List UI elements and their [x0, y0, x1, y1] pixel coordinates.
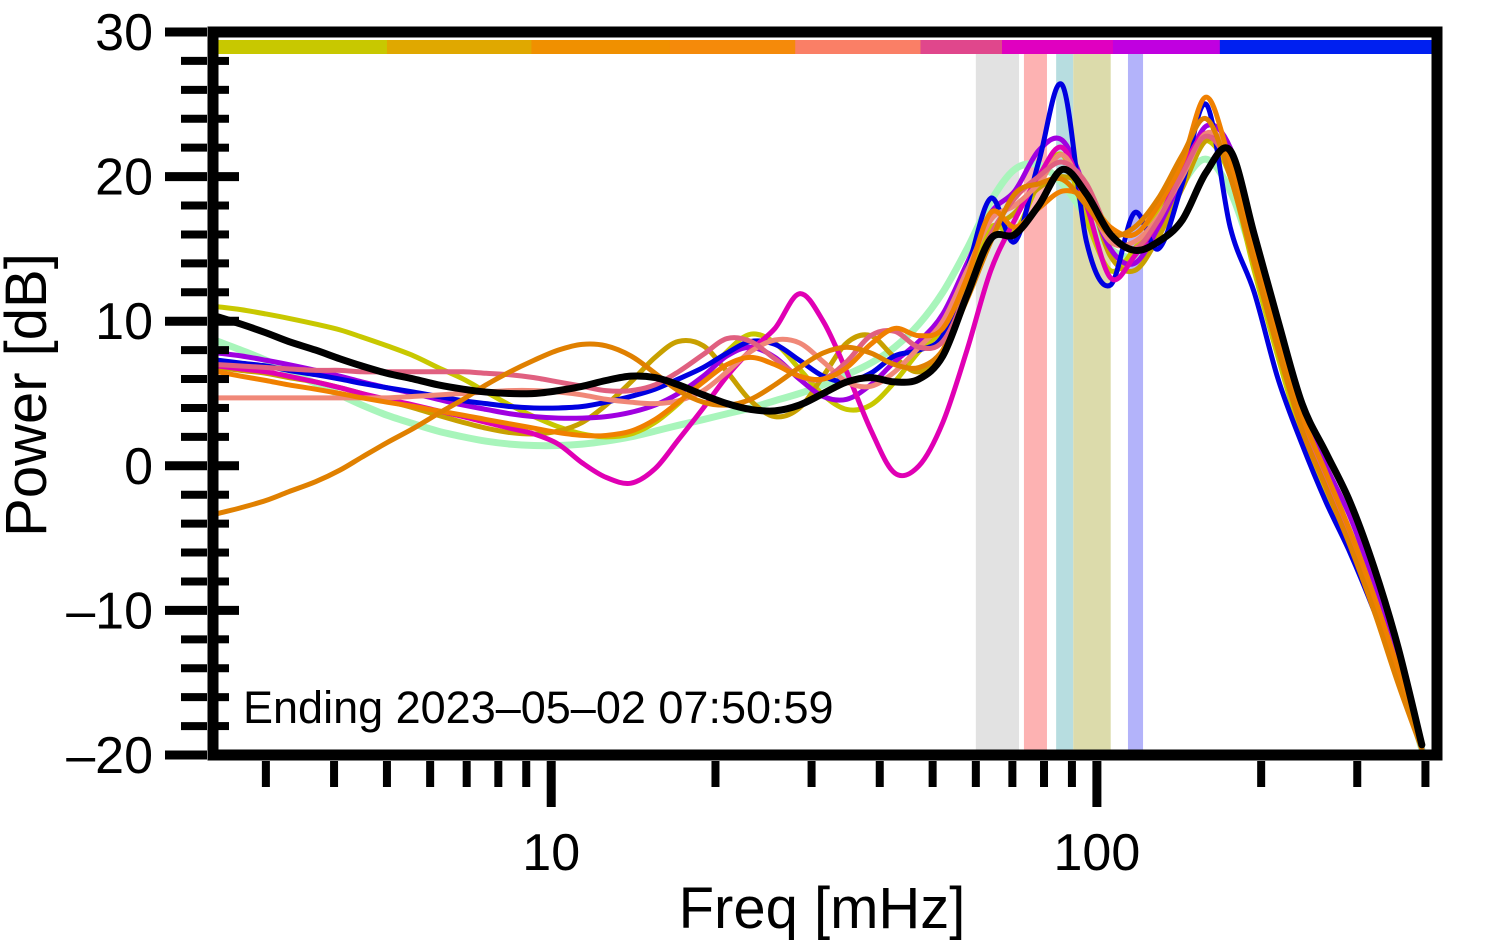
colorbar-segment-1 [386, 40, 533, 54]
band-khaki [1073, 52, 1111, 755]
colorbar-segment-4 [795, 40, 922, 54]
band-periwinkle [1127, 52, 1144, 755]
colorbar-layer [213, 40, 1438, 54]
curve-spectrum-orange-b [215, 116, 1425, 752]
colorbar-segment-5 [920, 40, 1003, 54]
colorbar-segment-3 [669, 40, 797, 54]
y-tick-label: –20 [66, 727, 153, 785]
band-gray [975, 52, 1020, 755]
y-tick-label: 10 [95, 293, 153, 351]
x-axis-label: Freq [mHz] [679, 876, 966, 941]
y-tick-label: 0 [124, 438, 153, 496]
band-pink [1023, 52, 1047, 755]
curve-spectrum-orange-a [215, 94, 1425, 749]
y-axis-label: Power [dB] [0, 253, 59, 537]
y-tick-label: 20 [95, 149, 153, 207]
y-tick-label: 30 [95, 4, 153, 62]
band-cyan [1056, 52, 1074, 755]
colorbar-segment-0 [213, 40, 388, 54]
curve-mean-spectrum [214, 144, 1426, 749]
colorbar-segment-8 [1219, 40, 1438, 54]
ending-timestamp-annotation: Ending 2023–05–02 07:50:59 [243, 682, 834, 733]
spectrum-curves-layer [214, 81, 1426, 753]
axis-ticks-layer [165, 27, 1430, 807]
x-tick-label: 10 [522, 824, 580, 882]
y-tick-label: –10 [66, 582, 153, 640]
x-tick-label: 100 [1054, 824, 1141, 882]
colorbar-segment-6 [1001, 40, 1114, 54]
colorbar-segment-7 [1112, 40, 1221, 54]
axes-frame-layer [207, 26, 1443, 761]
axes-frame [207, 26, 1443, 761]
colorbar-segment-2 [531, 40, 671, 54]
